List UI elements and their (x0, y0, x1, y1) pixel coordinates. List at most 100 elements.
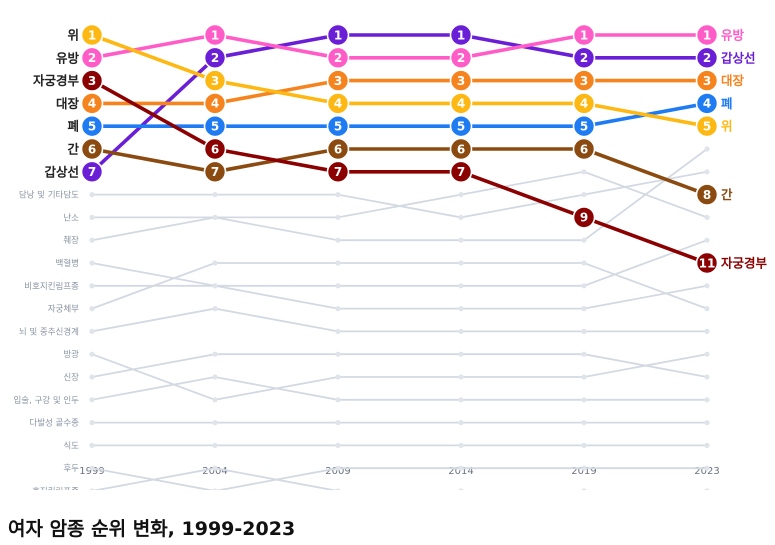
series-point-자궁체부-2019 (581, 260, 587, 266)
rank-number-대장-2009: 3 (334, 74, 342, 88)
rank-badge-유방-2009 (326, 46, 350, 70)
series-point-다발성-골수종-1999 (89, 420, 95, 426)
rank-badge-간-2004 (203, 160, 227, 184)
rank-badge-갑상선-2004 (203, 46, 227, 70)
rank-badge-간-2014 (449, 137, 473, 161)
series-point-담낭-및-기타담도-2014 (458, 214, 464, 220)
series-label-백혈병: 백혈병 (56, 258, 79, 269)
series-label-췌장: 췌장 (63, 235, 79, 246)
series-point-뇌-및-중추신경계-2023 (704, 328, 710, 334)
series-point-뇌-및-중추신경계-2019 (581, 328, 587, 334)
series-point-식도-2014 (458, 442, 464, 448)
series-line-대장 (90, 78, 709, 106)
rank-number-대장-2004: 4 (211, 97, 219, 111)
series-label-left-폐: 폐 (67, 119, 79, 134)
series-point-방광-2019 (581, 374, 587, 380)
series-point-뇌-및-중추신경계-2014 (458, 328, 464, 334)
series-point-호지킨림프종-2014 (458, 488, 464, 490)
rank-number-위-1999: 1 (88, 28, 96, 42)
series-point-췌장-2004 (212, 214, 218, 220)
series-point-췌장-2009 (335, 237, 341, 243)
series-point-방광-2009 (335, 374, 341, 380)
series-line-백혈병 (91, 262, 708, 310)
series-point-난소-1999 (89, 214, 95, 220)
series-label-입술-구강-및-인두: 입술, 구강 및 인두 (13, 395, 79, 406)
rank-number-자궁경부-2023: 11 (699, 256, 716, 270)
rank-badge-간-2023 (695, 183, 719, 206)
rank-badge-위-2009 (326, 92, 350, 115)
rank-number-폐-2023: 4 (703, 97, 711, 111)
rank-number-위-2004: 3 (211, 74, 219, 88)
series-label-right-유방: 유방 (721, 28, 745, 43)
series-point-자궁체부-1999 (89, 306, 95, 312)
rank-badge-폐-2014 (449, 114, 473, 138)
rank-number-유방-2004: 1 (211, 28, 219, 42)
series-label-left-갑상선: 갑상선 (44, 164, 79, 179)
rank-number-간-2004: 7 (211, 165, 219, 179)
series-line-유방 (90, 33, 709, 60)
rank-badge-갑상선-2019 (572, 46, 596, 70)
series-point-입술-구강-및-인두-1999 (89, 397, 95, 403)
series-point-신장-2004 (212, 351, 218, 357)
series-point-식도-2023 (704, 442, 710, 448)
series-point-신장-1999 (89, 374, 95, 380)
series-label-right-간: 간 (721, 187, 733, 202)
rank-badge-유방-2004 (203, 23, 227, 47)
rank-badge-자궁경부-2019 (572, 206, 596, 229)
series-point-호지킨림프종-1999 (89, 488, 95, 490)
rank-number-갑상선-1999: 7 (88, 165, 96, 179)
series-point-비호지킨림프종-2019 (581, 283, 587, 289)
series-point-호지킨림프종-2009 (335, 488, 341, 490)
rank-number-간-1999: 6 (88, 142, 96, 156)
series-point-난소-2023 (704, 214, 710, 220)
series-label-신장: 신장 (63, 372, 79, 383)
series-line-담낭-및-기타담도 (92, 170, 708, 219)
series-line-자궁체부 (91, 262, 708, 310)
series-label-left-대장: 대장 (56, 96, 80, 111)
series-point-다발성-골수종-2009 (335, 420, 341, 426)
series-label-자궁체부: 자궁체부 (48, 304, 79, 315)
rank-number-갑상선-2023: 2 (703, 51, 711, 65)
series-point-췌장-2014 (458, 237, 464, 243)
series-point-신장-2009 (335, 351, 341, 357)
x-tick-2019: 2019 (571, 466, 596, 477)
rank-badge-유방-2023 (695, 23, 719, 47)
x-tick-2023: 2023 (694, 466, 719, 477)
series-point-다발성-골수종-2023 (704, 420, 710, 426)
rank-badge-폐-2019 (572, 114, 596, 138)
series-point-식도-2019 (581, 442, 587, 448)
series-label-호지킨림프종: 호지킨림프종 (32, 486, 79, 490)
series-point-담낭-및-기타담도-2009 (335, 192, 341, 198)
rank-badge-갑상선-2009 (326, 23, 350, 47)
series-label-left-간: 간 (67, 142, 79, 157)
rank-number-자궁경부-1999: 3 (88, 74, 96, 88)
series-point-백혈병-2019 (581, 306, 587, 312)
series-label-right-자궁경부: 자궁경부 (721, 256, 768, 271)
series-line-위 (90, 33, 709, 128)
series-point-비호지킨림프종-2004 (212, 283, 218, 289)
rank-number-간-2014: 6 (457, 142, 465, 156)
x-tick-2004: 2004 (202, 466, 227, 477)
rank-badge-대장-2023 (695, 69, 719, 92)
rank-number-자궁경부-2009: 7 (334, 165, 342, 179)
series-line-후두 (91, 467, 707, 490)
rank-number-폐-2009: 5 (334, 120, 342, 134)
rank-badge-갑상선-1999 (80, 160, 104, 184)
series-point-난소-2009 (335, 214, 341, 220)
rank-number-폐-1999: 5 (88, 120, 96, 134)
series-point-방광-2014 (458, 374, 464, 380)
series-point-비호지킨림프종-2023 (704, 237, 710, 243)
x-tick-2014: 2014 (448, 466, 473, 477)
x-tick-2009: 2009 (325, 466, 350, 477)
x-tick-1999: 1999 (79, 466, 104, 477)
rank-number-갑상선-2004: 2 (211, 51, 219, 65)
rank-badge-간-2009 (326, 137, 350, 161)
rank-number-위-2023: 5 (703, 120, 711, 134)
rank-number-갑상선-2019: 2 (580, 51, 588, 65)
series-point-비호지킨림프종-1999 (89, 283, 95, 289)
series-point-난소-2014 (458, 192, 464, 198)
rank-badge-자궁경부-2009 (326, 160, 350, 184)
series-point-호지킨림프종-2019 (581, 488, 587, 490)
